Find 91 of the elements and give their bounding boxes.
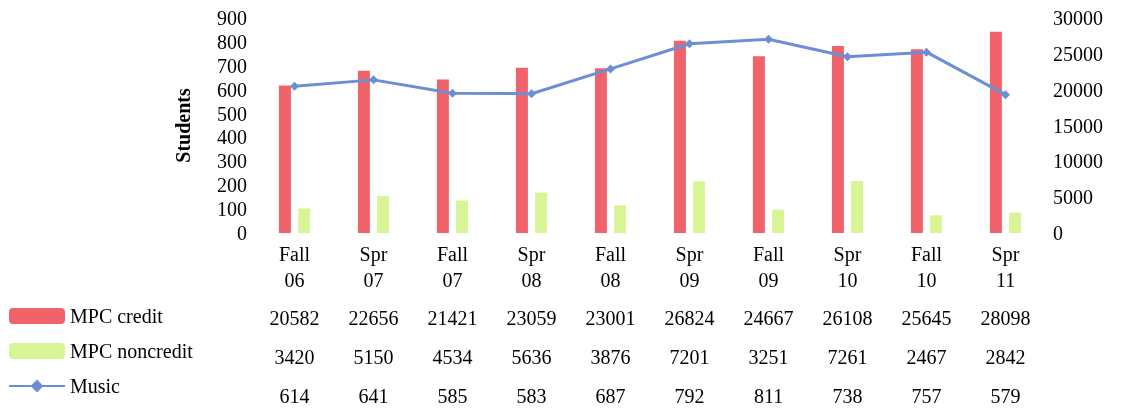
x-tick-label: Fall 07 [436,243,469,291]
point [843,52,852,62]
bar [831,45,844,233]
bar [1009,212,1022,233]
legend-label: MPC credit [70,305,164,327]
y-tick-label: 400 [217,126,247,149]
y2-tick-label: 10000 [1053,150,1103,173]
x-tick-label: Fall 08 [594,243,627,291]
data-label: 3876 [590,346,631,368]
y2-tick-label: 20000 [1053,78,1103,101]
data-label: 687 [595,385,626,407]
data-label: 24667 [743,307,794,329]
data-label: 3251 [748,346,789,368]
data-label: 641 [358,385,389,407]
y-tick-label: 300 [217,150,247,173]
bar [910,49,923,233]
data-label: 2467 [906,346,947,368]
y2-tick-label: 15000 [1053,114,1103,137]
bar [298,208,311,233]
y-tick-label: 600 [217,78,247,101]
point [527,89,536,99]
data-label: 7201 [669,346,710,368]
data-label: 579 [990,385,1021,407]
bar [436,79,449,233]
y2-tick-label: 30000 [1053,7,1103,29]
x-tick-label: Spr 10 [833,243,862,291]
x-tick-label: Fall 09 [752,243,785,291]
bar [535,192,548,233]
data-label: 28098 [980,307,1031,329]
data-label: 26824 [664,307,715,329]
data-label: 4534 [432,346,473,368]
data-label: 26108 [822,307,873,329]
point [290,81,299,91]
data-label: 792 [674,385,705,407]
y-tick-label: 500 [217,102,247,125]
y2-tick-label: 5000 [1053,186,1093,209]
data-label: 3420 [274,346,315,368]
bar [673,40,686,233]
bar [930,215,943,233]
point [1001,90,1010,100]
y-tick-label: 700 [217,54,247,77]
data-label: 585 [437,385,468,407]
y-tick-label: 800 [217,30,247,53]
bar [752,56,765,233]
x-tick-label: Spr 07 [359,243,388,291]
data-label: 757 [911,385,942,407]
point [448,88,457,98]
bar [515,67,528,233]
data-label: 7261 [827,346,868,368]
bar [851,180,864,233]
data-label: 22656 [348,307,399,329]
x-tick-label: Fall 10 [910,243,943,291]
bar [278,85,291,233]
bar [357,70,370,233]
x-tick-label: Spr 08 [517,243,546,291]
data-label: 5150 [353,346,394,368]
data-label: 25645 [901,307,952,329]
point [685,39,694,49]
point [764,34,773,44]
point [606,64,615,74]
point [369,75,378,85]
data-label: 21421 [427,307,478,329]
data-label: 23059 [506,307,557,329]
x-tick-label: Fall 06 [278,243,311,291]
data-label: 5636 [511,346,552,368]
bar [614,205,627,233]
legend-label: MPC noncredit [70,340,194,362]
y-tick-label: 900 [217,7,247,29]
bar [456,200,469,233]
y-tick-label: 100 [217,198,247,221]
bar [594,68,607,233]
legend-label: Music [70,375,121,397]
point [922,47,931,57]
bar [772,209,785,233]
data-label: 20582 [269,307,320,329]
y-tick-label: 0 [237,222,247,244]
data-label: 811 [753,385,784,407]
bar [693,181,706,233]
data-label: 2842 [985,346,1026,368]
y-tick-label: 200 [217,174,247,197]
y-axis-title: Students [172,88,194,163]
x-tick-label: Spr 09 [675,243,704,291]
data-label: 23001 [585,307,636,329]
bar [989,31,1002,233]
data-label: 614 [279,385,310,407]
y2-tick-label: 25000 [1053,42,1103,65]
bar [377,196,390,233]
data-label: 583 [516,385,547,407]
y2-tick-label: 0 [1053,222,1063,244]
x-tick-label: Spr 11 [991,243,1020,291]
data-label: 738 [832,385,863,407]
